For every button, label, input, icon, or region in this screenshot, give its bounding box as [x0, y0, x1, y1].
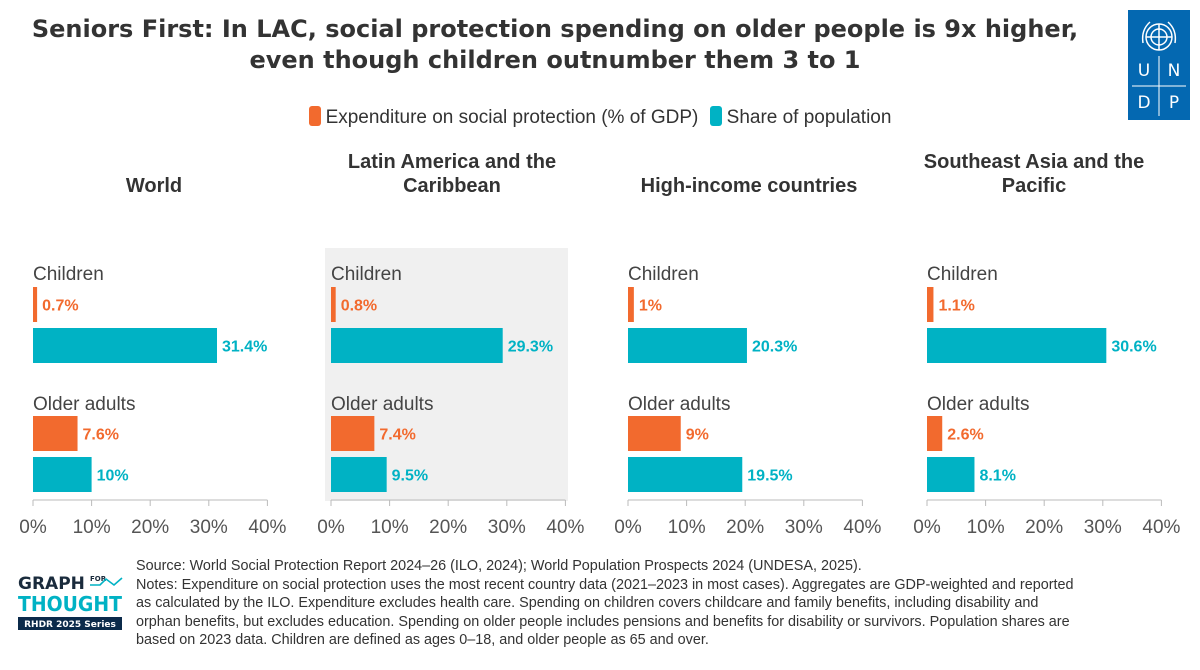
undp-letter-p: P: [1169, 93, 1179, 113]
data-label-children-expenditure: 1.1%: [938, 298, 974, 315]
panel-title-line: High-income countries: [640, 175, 858, 197]
undp-letter-d: D: [1137, 93, 1150, 113]
data-label-older-population: 19.5%: [747, 468, 792, 485]
data-label-older-population: 9.5%: [392, 468, 428, 485]
group-label: Children: [33, 264, 104, 285]
bar-older-expenditure: [927, 416, 943, 451]
x-tick-label: 10%: [371, 517, 409, 538]
x-tick-label: 0%: [614, 517, 642, 538]
data-label-older-population: 8.1%: [979, 468, 1015, 485]
legend-swatch-population: [709, 106, 722, 126]
data-label-older-population: 10%: [97, 468, 129, 485]
chart-legend: Expenditure on social protection (% of G…: [0, 106, 1200, 129]
x-tick-label: 30%: [488, 517, 526, 538]
panel-title-high-income: High-income countries: [609, 174, 889, 198]
bar-older-expenditure: [331, 416, 375, 451]
legend-label-expenditure: Expenditure on social protection (% of G…: [325, 107, 699, 128]
x-tick-label: 40%: [546, 517, 584, 538]
chart-title-line-2: even though children outnumber them 3 to…: [249, 46, 861, 74]
group-label: Older adults: [927, 394, 1029, 415]
data-label-older-expenditure: 2.6%: [947, 427, 983, 444]
panel-title-line: World: [125, 175, 183, 197]
chart-title: Seniors First: In LAC, social protection…: [0, 14, 1110, 76]
data-label-children-population: 29.3%: [508, 339, 553, 356]
bar-older-population: [33, 457, 92, 492]
bar-older-population: [927, 457, 975, 492]
bar-older-expenditure: [33, 416, 78, 451]
x-tick-label: 30%: [785, 517, 823, 538]
group-label: Children: [331, 264, 402, 285]
panel-title-line: Southeast Asia and the: [923, 151, 1145, 173]
x-tick-label: 20%: [131, 517, 169, 538]
g4t-thought-text: THOUGHT: [18, 592, 122, 616]
x-tick-label: 20%: [1025, 517, 1063, 538]
data-label-children-expenditure: 0.8%: [341, 298, 377, 315]
legend-item-expenditure: Expenditure on social protection (% of G…: [308, 106, 699, 129]
data-label-children-expenditure: 1%: [639, 298, 662, 315]
group-label: Older adults: [33, 394, 135, 415]
x-tick-label: 40%: [1142, 517, 1180, 538]
x-tick-label: 0%: [19, 517, 47, 538]
x-tick-label: 0%: [913, 517, 941, 538]
notes-line: based on 2023 data. Children are defined…: [136, 632, 709, 649]
data-label-older-expenditure: 7.4%: [379, 427, 415, 444]
legend-label-population: Share of population: [726, 107, 892, 128]
data-label-children-population: 30.6%: [1111, 339, 1156, 356]
x-tick-label: 30%: [1084, 517, 1122, 538]
x-tick-label: 10%: [668, 517, 706, 538]
data-label-children-population: 31.4%: [222, 339, 267, 356]
graph-for-thought-logo: GRAPH FOR THOUGHT RHDR 2025 Series: [18, 574, 123, 630]
g4t-graph-text: GRAPH: [18, 574, 85, 594]
data-label-children-expenditure: 0.7%: [42, 298, 78, 315]
notes-line: Notes: Expenditure on social protection …: [136, 576, 1074, 593]
bar-older-population: [331, 457, 387, 492]
x-tick-label: 10%: [73, 517, 111, 538]
source-notes: Source: World Social Protection Report 2…: [136, 557, 1196, 650]
bar-children-expenditure: [628, 287, 634, 322]
panel-title-world: World: [14, 174, 294, 198]
g4t-series-text: RHDR 2025 Series: [24, 620, 116, 630]
notes-line: as calculated by the ILO. Expenditure ex…: [136, 595, 1039, 612]
undp-letter-n: N: [1168, 61, 1181, 81]
bar-children-population: [331, 328, 503, 363]
group-label: Older adults: [628, 394, 730, 415]
bar-older-population: [628, 457, 743, 492]
undp-letter-u: U: [1138, 61, 1150, 81]
bar-children-population: [628, 328, 747, 363]
bar-children-population: [33, 328, 218, 363]
panel-title-line: Caribbean: [403, 175, 501, 197]
g4t-arrow-icon: [90, 577, 123, 587]
panel-title-line: Latin America and the: [347, 151, 557, 173]
panel-title-line: Pacific: [1001, 175, 1067, 197]
x-tick-label: 0%: [317, 517, 345, 538]
data-label-older-expenditure: 7.6%: [83, 427, 119, 444]
chart-title-line-1: Seniors First: In LAC, social protection…: [31, 15, 1079, 43]
x-tick-label: 30%: [190, 517, 228, 538]
data-label-older-expenditure: 9%: [686, 427, 709, 444]
g4t-for-text: FOR: [90, 575, 107, 583]
group-label: Children: [927, 264, 998, 285]
legend-item-population: Share of population: [709, 106, 892, 129]
x-tick-label: 40%: [248, 517, 286, 538]
bar-children-expenditure: [33, 287, 38, 322]
undp-logo: U N D P: [1128, 10, 1190, 120]
x-tick-label: 10%: [967, 517, 1005, 538]
source-line: Source: World Social Protection Report 2…: [136, 558, 862, 574]
bar-children-expenditure: [927, 287, 934, 322]
notes-line: orphan benefits, but excludes education.…: [136, 613, 1070, 630]
group-label: Older adults: [331, 394, 433, 415]
bar-children-expenditure: [331, 287, 336, 322]
panel-title-lac: Latin America and the Caribbean: [312, 150, 592, 198]
x-tick-label: 20%: [429, 517, 467, 538]
x-tick-label: 20%: [726, 517, 764, 538]
data-label-children-population: 20.3%: [752, 339, 797, 356]
legend-swatch-expenditure: [308, 106, 321, 126]
un-emblem-icon: [1141, 21, 1177, 51]
bar-children-population: [927, 328, 1107, 363]
group-label: Children: [628, 264, 699, 285]
panel-title-southeast-asia: Southeast Asia and the Pacific: [894, 150, 1174, 198]
bar-older-expenditure: [628, 416, 681, 451]
x-tick-label: 40%: [843, 517, 881, 538]
